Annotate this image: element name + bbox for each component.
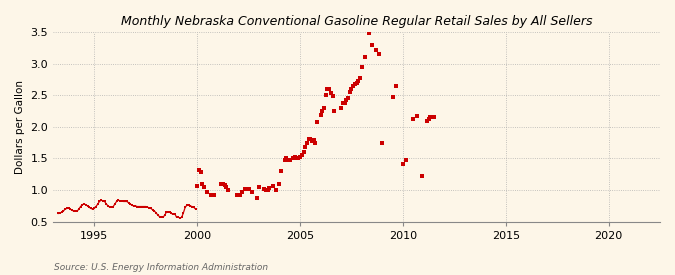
- Point: [296, 153, 307, 158]
- Point: [411, 114, 422, 118]
- Point: [342, 96, 353, 101]
- Point: [202, 190, 213, 194]
- Point: [281, 156, 292, 161]
- Point: [329, 109, 340, 113]
- Point: [398, 161, 408, 166]
- Point: [279, 158, 290, 163]
- Point: [209, 192, 219, 197]
- Point: [425, 115, 435, 120]
- Point: [232, 192, 242, 197]
- Point: [308, 138, 319, 142]
- Point: [344, 90, 355, 94]
- Point: [319, 106, 329, 110]
- Point: [335, 106, 346, 110]
- Point: [283, 158, 294, 162]
- Point: [261, 188, 271, 192]
- Point: [267, 183, 278, 188]
- Point: [243, 187, 254, 191]
- Point: [302, 141, 313, 145]
- Point: [271, 188, 281, 192]
- Point: [219, 183, 230, 187]
- Point: [221, 185, 232, 189]
- Point: [401, 158, 412, 162]
- Point: [217, 182, 228, 186]
- Point: [322, 87, 333, 91]
- Point: [338, 101, 348, 106]
- Point: [340, 101, 350, 105]
- Point: [327, 94, 338, 99]
- Point: [356, 65, 367, 69]
- Point: [254, 185, 265, 189]
- Point: [341, 97, 352, 102]
- Point: [298, 150, 309, 154]
- Point: [324, 87, 335, 91]
- Point: [346, 87, 357, 91]
- Point: [246, 190, 257, 194]
- Point: [293, 156, 304, 161]
- Point: [290, 155, 300, 160]
- Point: [377, 141, 387, 145]
- Point: [408, 117, 418, 122]
- Point: [360, 55, 371, 59]
- Point: [310, 141, 321, 145]
- Point: [206, 192, 217, 197]
- Point: [363, 31, 374, 35]
- Point: [350, 82, 360, 86]
- Point: [370, 48, 381, 52]
- Point: [429, 115, 439, 120]
- Point: [305, 137, 316, 142]
- Point: [325, 91, 336, 95]
- Point: [317, 109, 327, 113]
- Point: [240, 187, 250, 191]
- Point: [197, 182, 208, 186]
- Point: [353, 78, 364, 83]
- Point: [387, 95, 398, 99]
- Point: [216, 182, 227, 186]
- Point: [391, 84, 402, 88]
- Point: [315, 113, 326, 118]
- Point: [416, 174, 427, 178]
- Point: [348, 84, 358, 88]
- Title: Monthly Nebraska Conventional Gasoline Regular Retail Sales by All Sellers: Monthly Nebraska Conventional Gasoline R…: [121, 15, 593, 28]
- Point: [312, 120, 323, 125]
- Point: [291, 156, 302, 161]
- Point: [192, 183, 202, 188]
- Point: [252, 196, 263, 200]
- Point: [288, 156, 298, 161]
- Point: [351, 80, 362, 85]
- Y-axis label: Dollars per Gallon: Dollars per Gallon: [15, 80, 25, 174]
- Point: [275, 169, 286, 173]
- Point: [236, 190, 247, 194]
- Point: [423, 116, 434, 121]
- Point: [306, 139, 317, 143]
- Text: Source: U.S. Energy Information Administration: Source: U.S. Energy Information Administ…: [54, 263, 268, 272]
- Point: [207, 192, 218, 197]
- Point: [264, 186, 275, 190]
- Point: [294, 154, 305, 159]
- Point: [274, 182, 285, 186]
- Point: [198, 185, 209, 189]
- Point: [303, 137, 314, 142]
- Point: [262, 188, 273, 192]
- Point: [259, 187, 269, 191]
- Point: [194, 168, 205, 173]
- Point: [234, 192, 245, 197]
- Point: [354, 76, 365, 80]
- Point: [421, 118, 432, 123]
- Point: [373, 52, 384, 56]
- Point: [223, 188, 234, 192]
- Point: [284, 158, 295, 162]
- Point: [367, 42, 377, 47]
- Point: [300, 145, 310, 149]
- Point: [195, 170, 206, 175]
- Point: [321, 93, 331, 97]
